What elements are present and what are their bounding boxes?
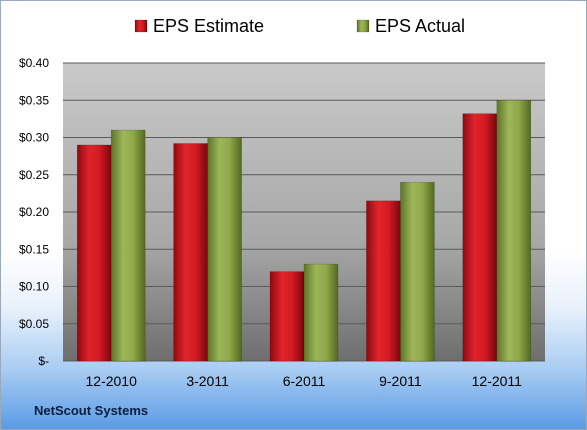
x-axis: 12-2010 3-2011 6-2011 9-2011 12-2011 bbox=[86, 373, 523, 389]
company-name: NetScout Systems bbox=[34, 403, 149, 418]
y-tick-label: $0.30 bbox=[19, 131, 49, 145]
x-tick-label: 3-2011 bbox=[186, 373, 229, 389]
bar-eps-estimate bbox=[366, 200, 401, 362]
bar-eps-estimate bbox=[462, 113, 498, 362]
y-tick-label: $0.35 bbox=[19, 93, 49, 107]
bar-eps-estimate bbox=[76, 144, 112, 362]
x-tick-label: 9-2011 bbox=[379, 373, 422, 389]
bar-eps-estimate bbox=[269, 271, 305, 362]
x-tick-label: 12-2010 bbox=[86, 373, 138, 389]
x-tick-label: 6-2011 bbox=[283, 373, 326, 389]
bar-eps-actual bbox=[207, 137, 242, 362]
legend-swatch-eps-estimate bbox=[134, 19, 148, 33]
y-tick-label: $0.10 bbox=[19, 280, 49, 294]
bar-eps-actual bbox=[303, 263, 339, 362]
legend-label: EPS Actual bbox=[375, 16, 465, 36]
bar-eps-estimate bbox=[173, 143, 208, 362]
y-tick-label: $- bbox=[38, 354, 49, 368]
legend-swatch-eps-actual bbox=[356, 19, 370, 33]
legend-label: EPS Estimate bbox=[153, 16, 264, 36]
y-tick-label: $0.20 bbox=[19, 205, 49, 219]
y-axis: $- $0.05 $0.10 $0.15 $0.20 $0.25 $0.30 $0.35 $0.… bbox=[19, 56, 49, 368]
bars bbox=[76, 100, 532, 362]
y-tick-label: $0.05 bbox=[19, 317, 49, 331]
y-tick-label: $0.40 bbox=[19, 56, 49, 70]
x-tick-label: 12-2011 bbox=[472, 373, 523, 389]
bar-eps-actual bbox=[110, 129, 146, 362]
bar-eps-actual bbox=[400, 181, 435, 362]
y-tick-label: $0.15 bbox=[19, 242, 49, 256]
bar-eps-actual bbox=[496, 100, 532, 362]
legend: EPS Estimate EPS Actual bbox=[134, 16, 465, 36]
y-tick-label: $0.25 bbox=[19, 168, 49, 182]
